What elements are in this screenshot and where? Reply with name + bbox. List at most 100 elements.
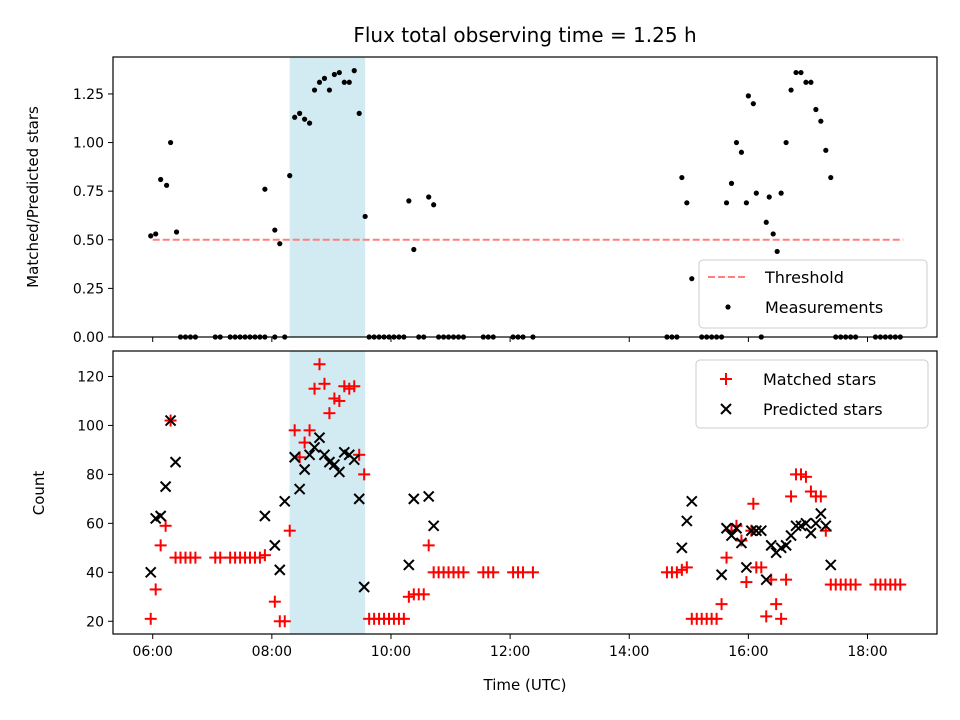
predicted-star-point xyxy=(427,520,440,532)
x-stroke-b xyxy=(740,561,753,574)
predicted-star-point xyxy=(715,569,728,581)
matched-star-point xyxy=(308,382,321,395)
measurement-point xyxy=(728,180,735,186)
predicted-star-point xyxy=(686,495,698,508)
matched-star-point xyxy=(323,407,336,420)
measurement-point xyxy=(431,202,437,208)
measurement-point xyxy=(684,200,690,206)
x-stroke-b xyxy=(313,431,326,444)
top-legend: Threshold Measurements xyxy=(698,259,928,329)
predicted-star-point xyxy=(403,559,415,571)
predicted-star-point xyxy=(725,529,738,542)
legend-measurements-label: Measurements xyxy=(765,298,883,317)
y-tick-label: 0.50 xyxy=(73,233,104,249)
x-tick-label: 16:00 xyxy=(728,644,768,660)
matched-star-point xyxy=(730,519,743,532)
predicted-star-point xyxy=(755,524,767,537)
x-stroke-b xyxy=(790,520,802,532)
y-tick-label: 0.00 xyxy=(73,330,104,346)
top-axes-frame xyxy=(112,56,938,338)
measurement-point xyxy=(808,79,814,85)
matched-star-point xyxy=(154,539,167,552)
matched-star-point xyxy=(720,551,733,564)
bottom-shaded-interval-layer xyxy=(289,351,366,634)
x-stroke-b xyxy=(288,451,301,463)
measurement-point xyxy=(774,248,780,255)
predicted-star-point xyxy=(681,515,693,527)
x-stroke-b xyxy=(422,490,435,503)
x-stroke-b xyxy=(298,463,311,476)
measurement-point xyxy=(750,101,756,107)
y-tick-label: 0.25 xyxy=(73,281,104,297)
matched-star-point xyxy=(303,424,316,437)
y-tick-label: 1.25 xyxy=(73,87,104,103)
predicted-star-point xyxy=(333,466,346,478)
x-stroke-b xyxy=(765,539,777,552)
predicted-star-point xyxy=(780,539,792,552)
predicted-star-point xyxy=(279,495,291,508)
matched-star-point xyxy=(189,551,202,564)
bottom-legend: Matched stars Predicted stars xyxy=(695,359,929,429)
x-stroke-b xyxy=(676,542,688,554)
x-stroke-b xyxy=(269,539,281,552)
x-tick-label: 06:00 xyxy=(133,644,173,660)
y-tick-label: 80 xyxy=(86,467,104,483)
legend-predicted-label: Predicted stars xyxy=(763,400,883,419)
x-tick-label: 10:00 xyxy=(371,644,411,660)
x-stroke-b xyxy=(825,559,837,571)
measurement-point xyxy=(306,120,313,126)
matched-star-point xyxy=(780,573,793,586)
x-tick-label: 14:00 xyxy=(609,644,649,660)
predicted-star-point xyxy=(303,449,316,461)
measurement-point xyxy=(148,233,154,239)
measurement-point xyxy=(153,231,159,237)
measurement-point xyxy=(788,87,794,93)
predicted-star-point xyxy=(318,449,331,461)
x-stroke-b xyxy=(681,515,693,527)
predicted-star-point xyxy=(815,507,827,520)
matched-star-point xyxy=(849,578,862,591)
x-stroke-b xyxy=(780,539,792,552)
top-ticks-layer: 0.00 0.25 0.50 0.75 1.00 1.25 xyxy=(73,87,869,346)
x-stroke-b xyxy=(427,520,440,532)
predicted-star-point xyxy=(720,522,733,534)
matched-star-point xyxy=(785,490,798,503)
x-stroke-b xyxy=(274,564,286,576)
x-stroke-b xyxy=(810,517,822,530)
x-stroke-b xyxy=(403,559,415,571)
predicted-star-point xyxy=(810,517,822,530)
matched-star-point xyxy=(710,612,723,625)
predicted-star-point xyxy=(313,431,326,444)
matched-star-point xyxy=(487,566,500,579)
x-stroke-b xyxy=(353,493,365,505)
measurement-point xyxy=(823,147,829,153)
matched-star-point xyxy=(278,615,291,628)
predicted-star-point xyxy=(348,453,360,466)
predicted-star-point xyxy=(820,520,832,532)
y-tick-label: 1.00 xyxy=(73,136,104,152)
matched-star-point xyxy=(715,598,728,611)
matched-star-point xyxy=(422,539,435,552)
bottom-y-axis-label: Count xyxy=(30,471,48,516)
matched-star-point xyxy=(358,468,371,481)
matched-star-point xyxy=(735,534,748,547)
measurement-point xyxy=(316,79,323,85)
x-stroke-b xyxy=(800,517,812,530)
predicted-star-point xyxy=(745,524,758,537)
x-stroke-b xyxy=(154,510,167,522)
x-stroke-b xyxy=(820,520,832,532)
x-stroke-b xyxy=(318,449,331,461)
measurement-point xyxy=(341,79,347,85)
matched-star-point xyxy=(770,598,783,611)
measurement-point xyxy=(167,139,174,146)
bottom-legend-box xyxy=(695,359,929,429)
matched-star-point xyxy=(313,358,326,371)
x-stroke-b xyxy=(358,581,370,593)
x-stroke-b xyxy=(815,507,827,520)
measurement-point xyxy=(302,116,308,122)
matched-star-point xyxy=(149,583,162,596)
x-stroke-b xyxy=(715,569,728,581)
legend-matched-label: Matched stars xyxy=(763,370,876,389)
measurement-point xyxy=(723,200,730,206)
x-stroke-b xyxy=(785,529,797,542)
